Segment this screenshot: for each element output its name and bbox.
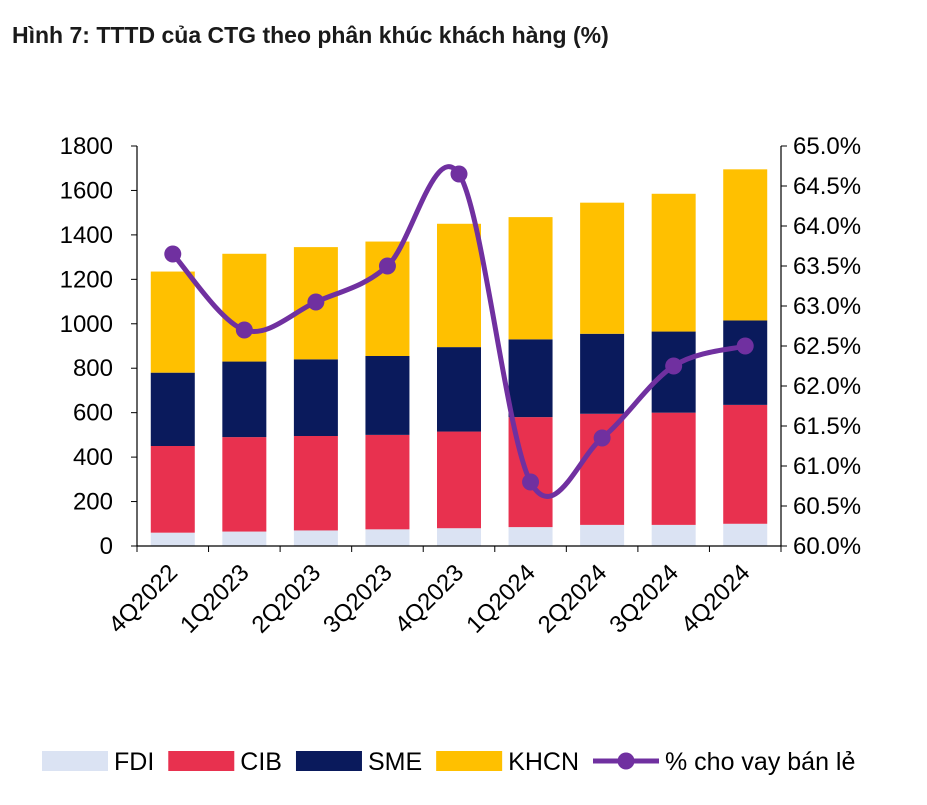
y-right-tick-label: 63.0% — [793, 293, 861, 320]
x-tick-label: 1Q2024 — [461, 559, 540, 638]
x-tick-label: 4Q2022 — [104, 559, 183, 638]
y-right-tick-label: 60.5% — [793, 493, 861, 520]
line-point-4Q2023 — [450, 165, 468, 183]
y-left-tick-label: 1400 — [60, 222, 113, 249]
legend-label-cib: CIB — [240, 748, 282, 776]
y-right-tick-label: 61.0% — [793, 453, 861, 480]
chart-title: Hình 7: TTTD của CTG theo phân khúc khác… — [12, 22, 609, 48]
bar-cib-4Q2024 — [723, 404, 768, 524]
bar-sme-2Q2023 — [293, 359, 338, 436]
legend-swatch-khcn — [436, 751, 503, 771]
bar-khcn-1Q2024 — [508, 217, 553, 340]
bar-khcn-4Q2023 — [437, 223, 481, 348]
legend-label-khcn: KHCN — [508, 748, 579, 776]
bar-cib-1Q2023 — [222, 437, 267, 532]
bar-khcn-2Q2024 — [580, 202, 625, 334]
y-left-tick-label: 1800 — [60, 133, 113, 160]
bar-sme-3Q2023 — [365, 356, 410, 435]
line-point-3Q2023 — [378, 257, 396, 275]
y-left-tick-label: 0 — [100, 533, 113, 560]
bar-khcn-1Q2023 — [222, 253, 267, 362]
x-tick-label: 1Q2023 — [175, 559, 254, 638]
x-tick-label: 4Q2024 — [676, 559, 755, 638]
y-left-tick-label: 400 — [73, 444, 113, 471]
legend-label-sme: SME — [368, 748, 422, 776]
bar-cib-3Q2023 — [365, 434, 410, 530]
bar-sme-4Q2024 — [723, 320, 768, 405]
legend: FDI CIB SME KHCN % cho vay bán lẻ — [42, 748, 855, 776]
bar-sme-1Q2024 — [508, 339, 553, 418]
x-tick-label: 2Q2024 — [533, 559, 612, 638]
bar-sme-4Q2023 — [437, 347, 481, 432]
legend-swatch-cib — [168, 751, 235, 771]
line-point-3Q2024 — [665, 357, 683, 375]
bar-khcn-4Q2024 — [723, 169, 768, 321]
legend-label-fdi: FDI — [114, 748, 154, 776]
bar-fdi-2Q2024 — [580, 524, 625, 546]
y-left-tick-label: 200 — [73, 489, 113, 516]
bar-khcn-4Q2022 — [150, 271, 195, 373]
legend-line-marker — [617, 752, 635, 770]
bar-cib-2Q2023 — [293, 436, 338, 531]
bar-fdi-4Q2023 — [437, 528, 481, 546]
legend-swatch-fdi — [42, 751, 108, 771]
bar-fdi-1Q2023 — [222, 531, 267, 546]
bar-layer — [150, 169, 768, 546]
y-left-tick-label: 1000 — [60, 311, 113, 338]
legend-label-retail-share: % cho vay bán lẻ — [665, 748, 855, 776]
line-point-4Q2024 — [736, 337, 754, 355]
line-retail-lending-share — [170, 164, 746, 499]
y-left-tick-label: 800 — [73, 355, 113, 382]
line-point-4Q2022 — [164, 245, 182, 263]
y-right-tick-label: 65.0% — [793, 133, 861, 160]
bar-sme-4Q2022 — [150, 372, 195, 446]
y-right-tick-label: 60.0% — [793, 533, 861, 560]
y-right-tick-label: 62.0% — [793, 373, 861, 400]
legend-swatch-sme — [295, 751, 362, 771]
bar-cib-4Q2022 — [150, 446, 195, 533]
bar-sme-2Q2024 — [580, 333, 625, 414]
y-right-tick-label: 62.5% — [793, 333, 861, 360]
bar-cib-4Q2023 — [437, 431, 481, 529]
x-tick-label: 3Q2024 — [604, 559, 683, 638]
line-point-1Q2023 — [235, 321, 253, 339]
line-point-2Q2023 — [307, 293, 325, 311]
y-right-tick-label: 61.5% — [793, 413, 861, 440]
bar-fdi-1Q2024 — [508, 527, 553, 546]
x-tick-label: 4Q2023 — [390, 559, 469, 638]
bar-sme-1Q2023 — [222, 361, 267, 438]
bar-cib-3Q2024 — [651, 412, 696, 525]
y-left-tick-label: 600 — [73, 400, 113, 427]
bar-fdi-4Q2024 — [723, 523, 768, 546]
bar-fdi-3Q2024 — [651, 524, 696, 546]
y-left-tick-label: 1200 — [60, 266, 113, 293]
bar-khcn-3Q2024 — [651, 193, 696, 332]
x-tick-label: 2Q2023 — [247, 559, 326, 638]
y-right-tick-label: 63.5% — [793, 253, 861, 280]
bar-fdi-3Q2023 — [365, 529, 410, 546]
bar-fdi-4Q2022 — [150, 532, 195, 546]
bar-fdi-2Q2023 — [293, 530, 338, 546]
y-right-tick-label: 64.0% — [793, 213, 861, 240]
y-left-tick-label: 1600 — [60, 177, 113, 204]
y-right-tick-label: 64.5% — [793, 173, 861, 200]
line-point-2Q2024 — [593, 429, 611, 447]
line-point-1Q2024 — [522, 473, 540, 491]
x-tick-label: 3Q2023 — [318, 559, 397, 638]
line-layer — [164, 164, 754, 499]
